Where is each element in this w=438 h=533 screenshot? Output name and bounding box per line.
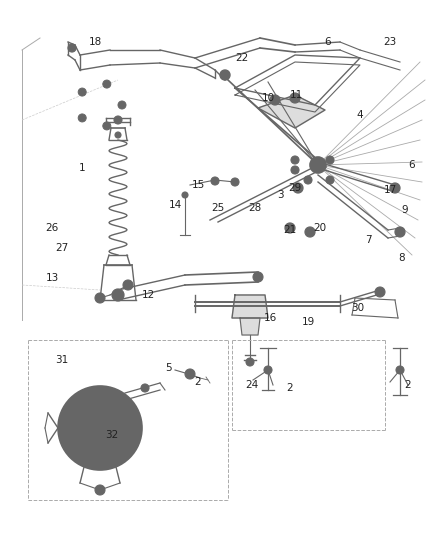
Circle shape	[103, 403, 110, 410]
Text: 4: 4	[357, 110, 363, 120]
Circle shape	[78, 114, 86, 122]
Text: 23: 23	[383, 37, 397, 47]
Text: 15: 15	[191, 180, 205, 190]
Text: 2: 2	[287, 383, 293, 393]
Text: 2: 2	[194, 377, 201, 387]
Circle shape	[103, 80, 111, 88]
Text: 8: 8	[399, 253, 405, 263]
Circle shape	[246, 358, 254, 366]
Text: 26: 26	[46, 223, 59, 233]
Circle shape	[314, 161, 322, 169]
Text: 9: 9	[402, 205, 408, 215]
Text: 13: 13	[46, 273, 59, 283]
Text: 29: 29	[288, 183, 302, 193]
Text: 17: 17	[383, 185, 397, 195]
Text: 21: 21	[283, 225, 297, 235]
Circle shape	[375, 287, 385, 297]
Polygon shape	[232, 295, 268, 318]
Circle shape	[253, 272, 263, 282]
Circle shape	[291, 156, 299, 164]
Text: 6: 6	[325, 37, 331, 47]
Text: 28: 28	[248, 203, 261, 213]
Text: 14: 14	[168, 200, 182, 210]
Circle shape	[114, 116, 122, 124]
Circle shape	[211, 177, 219, 185]
Circle shape	[103, 446, 110, 453]
Circle shape	[119, 424, 126, 432]
Circle shape	[79, 438, 86, 445]
Text: 2: 2	[405, 380, 411, 390]
Circle shape	[115, 132, 121, 138]
Circle shape	[326, 156, 334, 164]
Text: 22: 22	[235, 53, 249, 63]
Circle shape	[182, 192, 188, 198]
Circle shape	[293, 183, 303, 193]
Circle shape	[185, 369, 195, 379]
Text: 19: 19	[301, 317, 314, 327]
Circle shape	[395, 227, 405, 237]
Circle shape	[103, 122, 111, 130]
Circle shape	[270, 95, 280, 105]
Circle shape	[82, 410, 118, 446]
Text: 16: 16	[263, 313, 277, 323]
Circle shape	[79, 411, 86, 418]
Text: 24: 24	[245, 380, 258, 390]
Text: 6: 6	[409, 160, 415, 170]
Text: 5: 5	[165, 363, 171, 373]
Text: 20: 20	[314, 223, 327, 233]
Circle shape	[70, 398, 130, 458]
Circle shape	[78, 88, 86, 96]
Circle shape	[123, 280, 133, 290]
Circle shape	[220, 70, 230, 80]
Text: 1: 1	[79, 163, 85, 173]
Text: 7: 7	[365, 235, 371, 245]
Circle shape	[291, 166, 299, 174]
Circle shape	[305, 227, 315, 237]
Circle shape	[95, 485, 105, 495]
Circle shape	[231, 178, 239, 186]
Text: 18: 18	[88, 37, 102, 47]
Circle shape	[390, 183, 400, 193]
Circle shape	[112, 289, 124, 301]
Text: 27: 27	[55, 243, 69, 253]
Circle shape	[68, 44, 76, 52]
Polygon shape	[240, 318, 260, 335]
Circle shape	[95, 293, 105, 303]
Circle shape	[118, 101, 126, 109]
Circle shape	[58, 386, 142, 470]
Text: 11: 11	[290, 90, 303, 100]
Circle shape	[310, 157, 326, 173]
Circle shape	[141, 384, 149, 392]
Text: 30: 30	[351, 303, 364, 313]
Polygon shape	[258, 95, 325, 128]
Circle shape	[92, 420, 108, 436]
Text: 3: 3	[277, 190, 283, 200]
Text: 32: 32	[106, 430, 119, 440]
Text: 25: 25	[212, 203, 225, 213]
Circle shape	[326, 176, 334, 184]
Text: 10: 10	[261, 93, 275, 103]
Circle shape	[304, 176, 312, 184]
Text: 31: 31	[55, 355, 69, 365]
Circle shape	[264, 366, 272, 374]
Circle shape	[290, 93, 300, 103]
Text: 12: 12	[141, 290, 155, 300]
Circle shape	[396, 366, 404, 374]
Circle shape	[285, 223, 295, 233]
